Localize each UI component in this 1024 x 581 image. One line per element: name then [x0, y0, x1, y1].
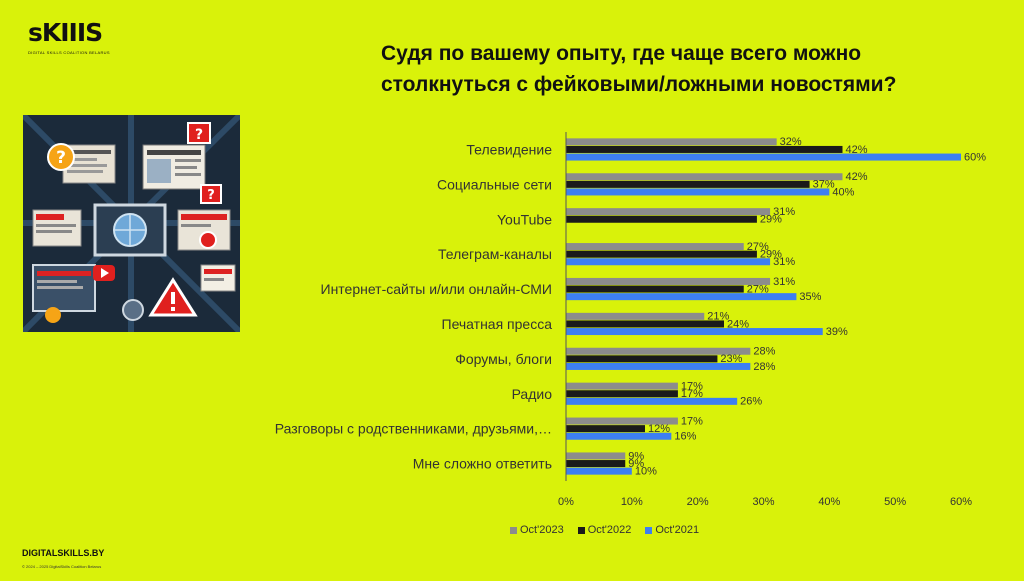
bar — [566, 215, 757, 223]
data-label: 9% — [628, 450, 644, 462]
x-tick-label: 10% — [621, 496, 643, 508]
bar — [566, 460, 626, 468]
bar — [566, 432, 672, 440]
data-label: 40% — [832, 186, 854, 198]
bar — [566, 347, 751, 355]
category-label: Социальные сети — [437, 176, 552, 192]
data-label: 27% — [747, 241, 769, 253]
legend-swatch-oct2023 — [510, 526, 517, 534]
data-label: 60% — [964, 151, 986, 163]
bar — [566, 188, 830, 196]
legend-label-oct2023: Oct'2023 — [520, 524, 564, 536]
legend-label-oct2021: Oct'2021 — [655, 524, 700, 536]
bar — [566, 250, 757, 258]
data-label: 27% — [747, 283, 769, 295]
bar — [566, 293, 797, 301]
x-tick-label: 0% — [558, 496, 574, 508]
bar — [566, 355, 718, 363]
bar — [566, 452, 626, 460]
bar — [566, 208, 771, 216]
bar — [566, 390, 678, 398]
data-label: 31% — [773, 206, 795, 218]
bar — [566, 425, 645, 433]
bar — [566, 153, 961, 161]
data-label: 21% — [707, 311, 729, 323]
logo-tagline: DIGITAL SKILLS COALITION BELARUS — [28, 50, 110, 55]
legend-item-oct2022: Oct'2022 — [577, 524, 632, 536]
svg-text:?: ? — [207, 188, 215, 203]
category-label: Телевидение — [466, 141, 552, 157]
logo: sKIIIS DIGITAL SKILLS COALITION BELARUS — [28, 18, 110, 56]
legend-swatch-oct2021 — [645, 526, 653, 534]
category-label: Мне сложно ответить — [413, 456, 552, 472]
x-tick-label: 50% — [884, 496, 906, 508]
bar — [566, 397, 738, 405]
x-tick-label: 60% — [950, 496, 972, 508]
bar — [566, 173, 843, 181]
data-label: 9% — [628, 458, 644, 470]
bar — [566, 285, 744, 293]
footer-site: DIGITALSKILLS.BY — [22, 548, 105, 558]
svg-text:?: ? — [56, 148, 66, 168]
data-label: 23% — [720, 353, 742, 365]
category-label: YouTube — [497, 211, 552, 227]
x-tick-label: 30% — [752, 496, 774, 508]
svg-text:?: ? — [195, 127, 203, 143]
question-mark-icon: ? — [47, 143, 75, 171]
bar — [566, 277, 771, 285]
data-label: 42% — [846, 171, 868, 183]
warning-icon — [148, 277, 198, 317]
bar — [566, 417, 678, 425]
bar — [566, 328, 823, 336]
chart-title: Судя по вашему опыту, где чаще всего мож… — [381, 42, 897, 96]
category-label: Печатная пресса — [442, 316, 553, 332]
data-label: 28% — [753, 346, 775, 358]
legend-item-oct2023: Oct'2023 — [510, 524, 564, 536]
chart-legend: Oct'2023 Oct'2022 Oct'2021 — [510, 524, 699, 536]
logo-wordmark: sKIIIS — [28, 18, 103, 47]
data-label: 39% — [826, 326, 848, 338]
bar — [566, 362, 751, 370]
data-label: 24% — [727, 318, 749, 330]
data-label: 10% — [635, 465, 657, 477]
category-label: Разговоры с родственниками, друзьями,… — [275, 421, 552, 437]
data-label: 35% — [799, 291, 821, 303]
x-tick-label: 20% — [687, 496, 709, 508]
footer-copyright: © 2024 – 2025 DigitalSkills Coalition Be… — [22, 564, 102, 569]
bar — [566, 312, 705, 320]
fake-news-illustration: ? ? ? — [23, 115, 240, 332]
bar — [566, 243, 744, 251]
data-label: 12% — [648, 423, 670, 435]
data-label: 17% — [681, 415, 703, 427]
data-label: 26% — [740, 396, 762, 408]
play-icon — [93, 265, 115, 281]
data-label: 16% — [674, 431, 696, 443]
legend-swatch-oct2022 — [577, 526, 585, 534]
data-label: 31% — [773, 276, 795, 288]
bar — [566, 258, 771, 266]
data-label: 17% — [681, 388, 703, 400]
bar — [566, 180, 810, 188]
category-label: Интернет-сайты и/или онлайн-СМИ — [321, 281, 553, 297]
category-label: Радио — [512, 386, 553, 402]
bar — [566, 145, 843, 153]
bar — [566, 138, 777, 146]
bar — [566, 467, 632, 475]
data-label: 17% — [681, 380, 703, 392]
data-label: 29% — [760, 248, 782, 260]
data-label: 32% — [780, 136, 802, 148]
data-label: 37% — [813, 179, 835, 191]
data-label: 42% — [846, 144, 868, 156]
category-label: Форумы, блоги — [455, 351, 552, 367]
data-label: 31% — [773, 256, 795, 268]
category-label: Телеграм-каналы — [438, 246, 552, 262]
legend-label-oct2022: Oct'2022 — [587, 524, 632, 536]
data-label: 28% — [753, 361, 775, 373]
data-label: 29% — [760, 214, 782, 226]
legend-item-oct2021: Oct'2021 — [645, 524, 699, 536]
bar — [566, 320, 724, 328]
x-tick-label: 40% — [818, 496, 840, 508]
bar — [566, 382, 678, 390]
